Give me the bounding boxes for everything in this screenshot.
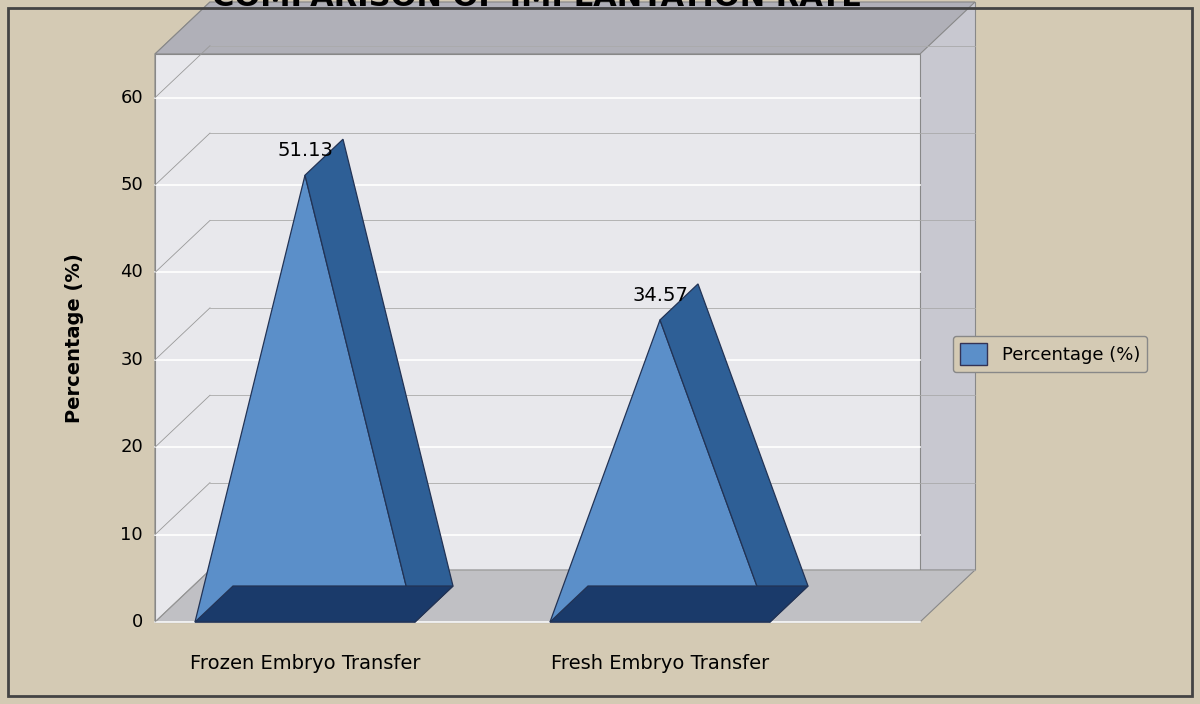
Text: Fresh Embryo Transfer: Fresh Embryo Transfer (551, 654, 769, 673)
Text: Frozen Embryo Transfer: Frozen Embryo Transfer (190, 654, 420, 673)
Text: 34.57: 34.57 (632, 286, 688, 305)
Polygon shape (660, 284, 808, 622)
Text: Percentage (%): Percentage (%) (66, 253, 84, 423)
Polygon shape (155, 2, 974, 54)
Text: 0: 0 (132, 613, 143, 631)
Text: 20: 20 (120, 438, 143, 456)
Polygon shape (210, 2, 974, 570)
Polygon shape (155, 570, 974, 622)
Text: 51.13: 51.13 (277, 142, 332, 161)
Text: 40: 40 (120, 263, 143, 282)
Text: 60: 60 (120, 89, 143, 107)
Polygon shape (550, 320, 770, 622)
Polygon shape (305, 139, 454, 622)
Polygon shape (155, 54, 920, 622)
Polygon shape (194, 175, 415, 622)
Text: 10: 10 (120, 526, 143, 543)
Polygon shape (194, 586, 454, 622)
Text: 30: 30 (120, 351, 143, 369)
Text: 50: 50 (120, 176, 143, 194)
Polygon shape (155, 2, 210, 622)
Text: COMPARISON OF IMPLANTATION RATE: COMPARISON OF IMPLANTATION RATE (212, 0, 863, 12)
Polygon shape (550, 586, 808, 622)
Legend: Percentage (%): Percentage (%) (953, 336, 1147, 372)
